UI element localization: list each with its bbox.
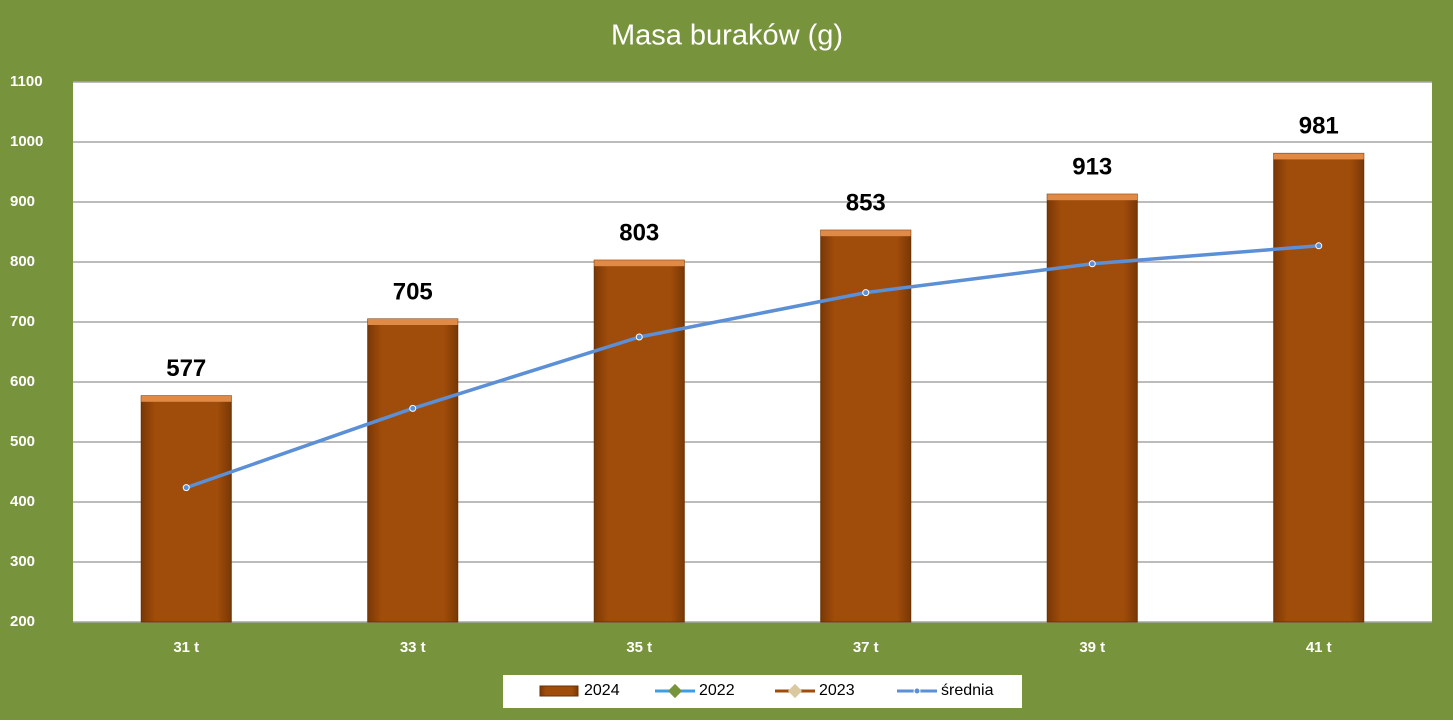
chart-title: Masa buraków (g): [611, 20, 843, 52]
y-tick-label: 1000: [10, 133, 43, 150]
bar-top: [1273, 153, 1364, 160]
data-label: 853: [846, 190, 886, 217]
point: [862, 289, 870, 297]
y-tick-label: 500: [10, 433, 35, 450]
data-label: 981: [1299, 113, 1339, 140]
bar-top: [594, 260, 685, 267]
bar-top: [820, 230, 911, 237]
point: [409, 404, 417, 412]
data-label: 913: [1072, 154, 1112, 181]
x-tick-label: 37 t: [853, 639, 879, 656]
point: [1315, 242, 1323, 250]
y-tick-label: 700: [10, 313, 35, 330]
bar-top: [367, 319, 458, 325]
legend-marker: [667, 683, 683, 699]
y-tick-label: 200: [10, 613, 35, 630]
x-tick-label: 31 t: [173, 639, 199, 656]
bar-top: [1047, 194, 1138, 201]
legend-marker: [787, 683, 803, 699]
point: [1088, 260, 1096, 268]
bar: [140, 395, 232, 623]
x-tick-label: 33 t: [400, 639, 426, 656]
bar: [367, 318, 459, 623]
x-tick-label: 41 t: [1306, 639, 1332, 656]
legend-label: 2023: [819, 682, 855, 699]
legend-label: 2022: [699, 682, 735, 699]
data-label: 705: [393, 278, 433, 305]
x-tick-label: 35 t: [626, 639, 652, 656]
y-tick-label: 800: [10, 253, 35, 270]
bar: [593, 259, 685, 623]
legend-swatch: [539, 685, 579, 697]
line: [185, 244, 1319, 490]
y-tick-label: 300: [10, 553, 35, 570]
x-tick-label: 39 t: [1079, 639, 1105, 656]
y-tick-label: 400: [10, 493, 35, 510]
y-tick-label: 600: [10, 373, 35, 390]
data-label: 803: [619, 220, 659, 247]
legend-label: średnia: [941, 682, 994, 699]
point: [182, 484, 190, 492]
bar: [1273, 152, 1365, 623]
y-tick-label: 900: [10, 193, 35, 210]
plot-area: [73, 82, 1432, 622]
legend-marker: [913, 687, 921, 695]
legend-label: 2024: [584, 682, 620, 699]
y-tick-label: 1100: [10, 73, 43, 90]
data-label: 577: [166, 355, 206, 382]
point: [635, 333, 643, 341]
bar: [1046, 193, 1138, 623]
bar-top: [141, 395, 232, 402]
